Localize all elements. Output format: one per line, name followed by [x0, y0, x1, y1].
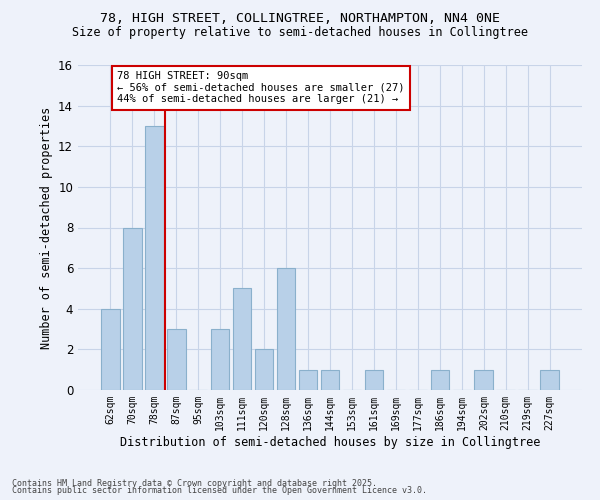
- Text: Contains public sector information licensed under the Open Government Licence v3: Contains public sector information licen…: [12, 486, 427, 495]
- Text: Size of property relative to semi-detached houses in Collingtree: Size of property relative to semi-detach…: [72, 26, 528, 39]
- Bar: [145, 126, 164, 390]
- Bar: [541, 370, 559, 390]
- Bar: [365, 370, 383, 390]
- Bar: [277, 268, 295, 390]
- Bar: [255, 350, 274, 390]
- Bar: [123, 228, 142, 390]
- Bar: [211, 329, 229, 390]
- Bar: [167, 329, 185, 390]
- X-axis label: Distribution of semi-detached houses by size in Collingtree: Distribution of semi-detached houses by …: [120, 436, 540, 448]
- Y-axis label: Number of semi-detached properties: Number of semi-detached properties: [40, 106, 53, 348]
- Text: 78, HIGH STREET, COLLINGTREE, NORTHAMPTON, NN4 0NE: 78, HIGH STREET, COLLINGTREE, NORTHAMPTO…: [100, 12, 500, 26]
- Bar: [475, 370, 493, 390]
- Bar: [431, 370, 449, 390]
- Bar: [233, 288, 251, 390]
- Bar: [299, 370, 317, 390]
- Bar: [320, 370, 340, 390]
- Text: 78 HIGH STREET: 90sqm
← 56% of semi-detached houses are smaller (27)
44% of semi: 78 HIGH STREET: 90sqm ← 56% of semi-deta…: [117, 71, 404, 104]
- Text: Contains HM Land Registry data © Crown copyright and database right 2025.: Contains HM Land Registry data © Crown c…: [12, 478, 377, 488]
- Bar: [101, 308, 119, 390]
